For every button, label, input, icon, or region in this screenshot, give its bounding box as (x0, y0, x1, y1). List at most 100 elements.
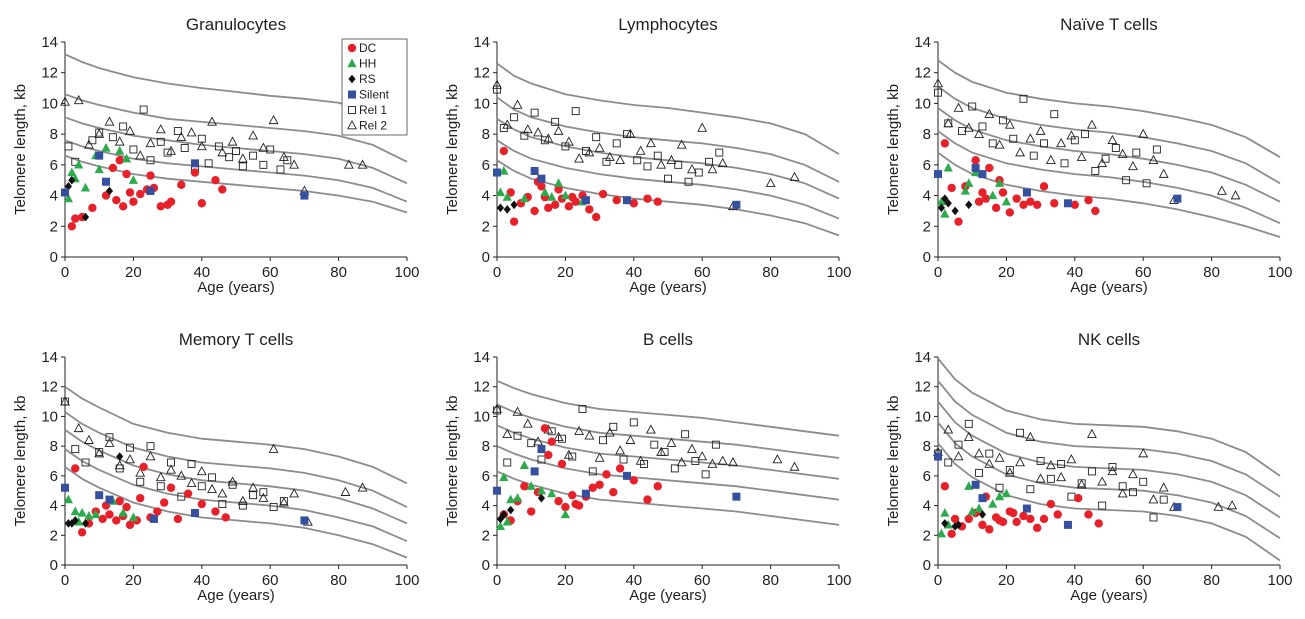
data-point (276, 165, 285, 174)
data-point (988, 499, 998, 508)
x-axis-label: Age (years) (197, 279, 275, 296)
data-point (104, 437, 115, 447)
data-point (204, 159, 213, 168)
data-point (499, 472, 509, 481)
data-point (936, 196, 947, 206)
data-point (574, 153, 585, 163)
data-point (963, 122, 974, 132)
data-point (510, 200, 518, 210)
data-point (557, 459, 567, 469)
data-point (1077, 479, 1086, 488)
series-silent (493, 167, 741, 209)
x-tick-label: 60 (694, 264, 711, 281)
data-point (530, 167, 539, 175)
data-point (146, 186, 155, 195)
y-tick-label: 14 (41, 34, 58, 51)
data-point (1087, 467, 1096, 476)
data-point (664, 174, 672, 183)
data-point (1108, 462, 1117, 471)
data-point (129, 145, 138, 154)
data-point (136, 493, 145, 503)
data-point (1067, 492, 1076, 501)
data-point (166, 197, 176, 206)
chart-title: B cells (643, 330, 693, 349)
data-point (343, 159, 354, 169)
panel-2: Lymphocytes 0 2 4 6 8 10 12 14 0 20 40 60 80 100 Age (y… (444, 15, 852, 296)
legend-box (341, 38, 408, 136)
data-point (1132, 148, 1141, 157)
data-point (258, 142, 269, 152)
panel-1: Granulocytes 0 2 4 6 8 10 12 14 0 20 40 60 80 100 Age (… (12, 15, 420, 296)
y-tick-label: 14 (473, 349, 490, 366)
data-point (629, 199, 638, 208)
data-point (289, 159, 300, 169)
data-point (108, 133, 117, 142)
data-point (629, 418, 638, 427)
x-tick-label: 60 (262, 572, 279, 589)
data-point (1046, 474, 1055, 483)
y-tick-label: 0 (50, 557, 58, 574)
data-point (526, 481, 536, 490)
data-point (934, 88, 942, 97)
data-point (187, 460, 196, 468)
x-tick-label: 60 (262, 264, 279, 281)
legend-label: Rel 2 (359, 119, 387, 133)
data-point (691, 457, 700, 465)
reference-curve-3 (937, 107, 1281, 203)
reference-curve-1 (64, 385, 408, 485)
data-point (653, 151, 662, 160)
data-point (588, 467, 597, 476)
data-point (278, 497, 289, 507)
chart-title: Naïve T cells (1060, 15, 1158, 34)
reference-curve-1 (937, 59, 1281, 158)
data-point (512, 99, 523, 109)
series-rel-2 (492, 79, 800, 211)
data-point (954, 217, 963, 226)
reference-curve-2 (64, 411, 408, 508)
data-point (978, 122, 987, 131)
data-point (496, 203, 505, 213)
data-point (116, 452, 124, 461)
data-point (595, 480, 604, 489)
data-point (225, 153, 234, 162)
data-point (1001, 488, 1011, 498)
data-point (522, 418, 533, 428)
data-point (105, 510, 114, 519)
data-point (115, 464, 124, 473)
y-tick-label: 0 (482, 249, 490, 266)
data-point (1084, 195, 1093, 205)
data-point (61, 483, 69, 492)
legend-label: Silent (359, 88, 390, 102)
data-point (944, 458, 953, 467)
data-point (177, 492, 186, 501)
data-point (615, 445, 626, 455)
data-point (237, 153, 248, 163)
chart-title: Lymphocytes (618, 15, 718, 34)
data-point (211, 176, 220, 185)
data-point (167, 458, 175, 467)
reference-curve-4 (496, 139, 840, 220)
reference-curve-5 (937, 151, 1281, 238)
data-point (146, 156, 155, 165)
data-point (934, 170, 942, 179)
y-tick-label: 6 (923, 157, 931, 174)
x-tick-label: 20 (125, 264, 142, 281)
data-point (536, 485, 547, 495)
x-tick-label: 100 (826, 572, 851, 589)
x-tick-label: 20 (998, 264, 1015, 281)
y-tick-label: 6 (482, 468, 490, 485)
data-point (1122, 176, 1131, 185)
data-point (122, 169, 131, 179)
data-point (94, 164, 104, 174)
series-rel-1 (61, 397, 288, 512)
data-point (676, 457, 687, 467)
data-point (1032, 523, 1042, 533)
data-point (177, 180, 186, 190)
data-point (156, 202, 165, 211)
data-point (591, 212, 601, 222)
data-point (612, 139, 621, 148)
data-point (954, 520, 963, 530)
data-point (645, 137, 656, 148)
data-point (985, 449, 994, 458)
